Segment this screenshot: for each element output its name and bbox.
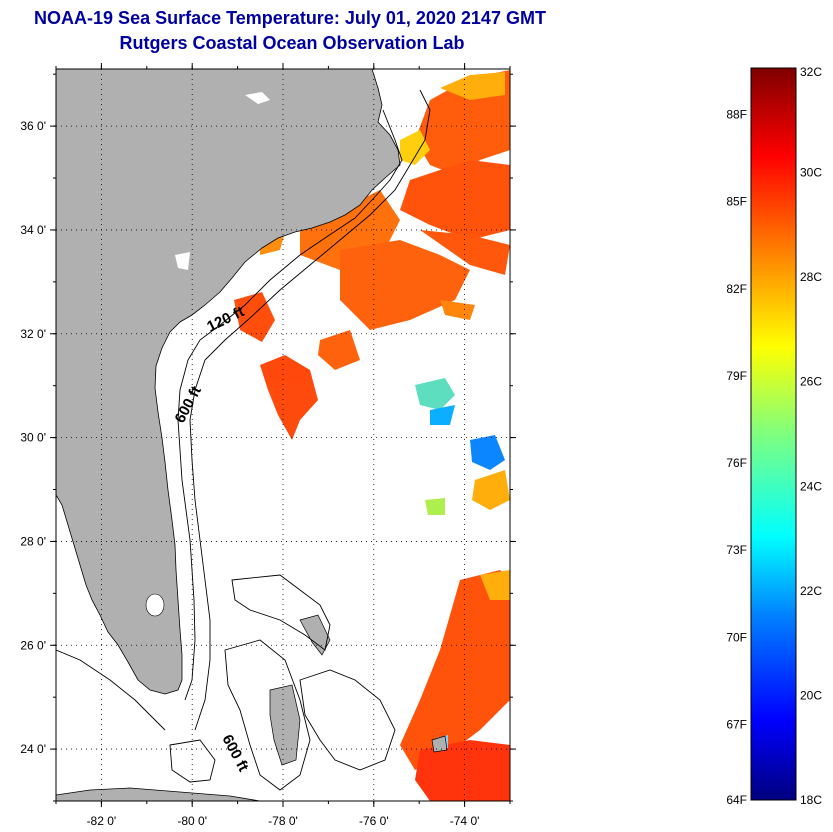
map-title: NOAA-19 Sea Surface Temperature: July 01… xyxy=(34,8,546,28)
map-ticks xyxy=(50,63,516,807)
colorbar-celsius-label: 28C xyxy=(800,270,822,284)
lon-label: -74 0' xyxy=(450,814,480,828)
colorbar-celsius-labels: 32C 30C 28C 26C 24C 22C 20C 18C xyxy=(800,65,822,807)
colorbar-fahrenheit-label: 64F xyxy=(726,793,747,807)
map-panel: 120 ft 600 ft 600 ft xyxy=(56,69,510,801)
colorbar-celsius-label: 24C xyxy=(800,479,822,493)
lon-label: -82 0' xyxy=(87,814,117,828)
colorbar-fahrenheit-label: 85F xyxy=(726,195,747,209)
colorbar-celsius-label: 26C xyxy=(800,375,822,389)
colorbar-fahrenheit-label: 76F xyxy=(726,456,747,470)
sst-data-patches xyxy=(234,70,510,801)
colorbar xyxy=(750,67,797,801)
colorbar-fahrenheit-label: 88F xyxy=(726,107,747,121)
colorbar-fahrenheit-label: 73F xyxy=(726,543,747,557)
lat-label: 28 0' xyxy=(20,534,46,548)
land-mainland xyxy=(56,69,401,695)
lat-label: 26 0' xyxy=(20,638,46,652)
colorbar-fahrenheit-label: 82F xyxy=(726,282,747,296)
lat-label: 24 0' xyxy=(20,742,46,756)
colorbar-fahrenheit-label: 79F xyxy=(726,369,747,383)
colorbar-fahrenheit-label: 70F xyxy=(726,630,747,644)
lat-label: 32 0' xyxy=(20,327,46,341)
lat-label: 34 0' xyxy=(20,223,46,237)
map-subtitle: Rutgers Coastal Ocean Observation Lab xyxy=(119,33,465,53)
colorbar-celsius-label: 30C xyxy=(800,166,822,180)
lat-label: 30 0' xyxy=(20,431,46,445)
latitude-labels: 36 0' 34 0' 32 0' 30 0' 28 0' 26 0' 24 0' xyxy=(20,119,46,756)
lon-label: -80 0' xyxy=(177,814,207,828)
lon-label: -78 0' xyxy=(268,814,298,828)
colorbar-celsius-label: 20C xyxy=(800,688,822,702)
lon-label: -76 0' xyxy=(359,814,389,828)
lake-okeechobee xyxy=(145,593,165,617)
colorbar-fahrenheit-labels: 88F 85F 82F 79F 76F 73F 70F 67F 64F xyxy=(726,107,747,807)
land-bahamas xyxy=(269,614,448,766)
colorbar-celsius-label: 22C xyxy=(800,584,822,598)
land-cuba-strip xyxy=(56,787,261,801)
lat-label: 36 0' xyxy=(20,119,46,133)
colorbar-celsius-label: 32C xyxy=(800,65,822,79)
colorbar-fahrenheit-label: 67F xyxy=(726,717,747,731)
longitude-labels: -82 0' -80 0' -78 0' -76 0' -74 0' xyxy=(87,814,480,828)
grid-lines xyxy=(56,69,510,801)
colorbar-celsius-label: 18C xyxy=(800,793,822,807)
